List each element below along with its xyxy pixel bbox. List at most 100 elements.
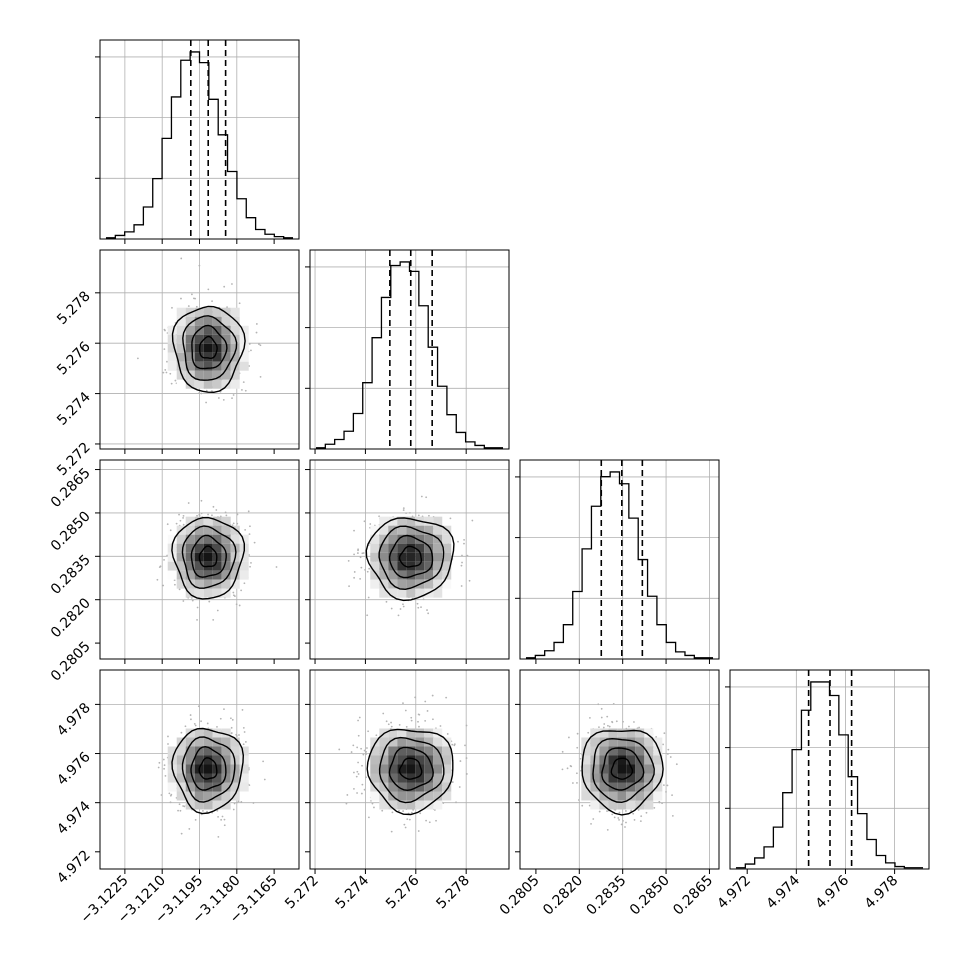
density-cell xyxy=(644,728,654,738)
scatter-point xyxy=(566,767,569,770)
density-cell xyxy=(653,782,663,792)
scatter-point xyxy=(459,760,462,762)
scatter-point xyxy=(628,725,630,728)
scatter-point xyxy=(603,723,606,725)
scatter-point xyxy=(215,509,218,511)
scatter-point xyxy=(338,748,341,751)
density-cell xyxy=(203,782,213,792)
scatter-point xyxy=(255,323,258,325)
density-cell xyxy=(599,746,609,756)
scatter-point xyxy=(200,720,202,723)
density-cell xyxy=(617,782,627,792)
scatter-point xyxy=(405,512,408,515)
density-cell xyxy=(176,773,186,783)
scatter-point xyxy=(236,513,239,516)
x-tick-label: 4.976 xyxy=(813,872,853,912)
density-cell xyxy=(221,737,231,747)
density-cell xyxy=(388,561,398,571)
x-tick-label: 4.978 xyxy=(862,873,902,913)
histogram-step xyxy=(525,471,714,659)
scatter-point xyxy=(190,718,192,721)
density-cell xyxy=(379,516,389,526)
density-cell xyxy=(397,561,407,571)
scatter-point xyxy=(224,511,227,514)
scatter-point xyxy=(220,818,223,821)
scatter-point xyxy=(364,568,366,571)
scatter-point xyxy=(170,793,173,796)
density-cell xyxy=(185,737,195,747)
density-cell xyxy=(167,352,177,362)
x-tick-label: 5.276 xyxy=(383,872,423,912)
scatter-point xyxy=(191,599,194,602)
scatter-point xyxy=(597,703,600,706)
density-cell xyxy=(212,746,222,756)
scatter-point xyxy=(217,397,220,399)
scatter-point xyxy=(606,828,609,831)
density-cell xyxy=(442,746,452,756)
density-cell xyxy=(239,755,249,765)
density-cell xyxy=(370,579,380,589)
scatter-point xyxy=(232,808,235,811)
density-cell xyxy=(167,534,177,544)
scatter-point xyxy=(180,257,183,260)
axes-frame xyxy=(99,669,300,870)
density-cell xyxy=(653,737,663,747)
density-cell xyxy=(388,737,398,747)
scatter-point xyxy=(234,595,236,597)
scatter-point xyxy=(365,750,368,753)
scatter-point xyxy=(371,802,374,805)
scatter-point xyxy=(424,719,427,722)
density-cell xyxy=(626,764,636,774)
scatter-point xyxy=(356,792,358,794)
scatter-point xyxy=(249,525,251,528)
scatter-point xyxy=(451,743,454,746)
scatter-point xyxy=(402,507,405,510)
density-cell xyxy=(221,534,231,544)
scatter-point xyxy=(193,722,196,725)
scatter-point xyxy=(666,753,669,755)
density-cell xyxy=(230,307,240,317)
histogram-panel-0 xyxy=(95,39,300,244)
histogram-step xyxy=(105,51,294,239)
scatter-point xyxy=(163,558,165,561)
density-cell xyxy=(370,755,380,765)
scatter-point xyxy=(205,389,208,392)
scatter-point xyxy=(353,787,355,790)
scatter-point xyxy=(590,822,592,825)
scatter-point xyxy=(408,818,411,821)
density-cell xyxy=(203,343,213,353)
density-cell xyxy=(424,728,434,738)
density-cell xyxy=(590,782,600,792)
scatter-point xyxy=(352,744,355,747)
density-cell xyxy=(203,764,213,774)
scatter-point xyxy=(418,713,421,716)
density-cell xyxy=(442,782,452,792)
y-tick-label: 5.274 xyxy=(54,389,94,429)
density-cell xyxy=(599,728,609,738)
density-cell xyxy=(406,525,416,535)
axes-frame xyxy=(99,249,300,450)
density-cell xyxy=(379,561,389,571)
scatter-point xyxy=(233,802,236,805)
density-cell xyxy=(379,791,389,801)
scatter-point xyxy=(208,600,211,603)
scatter-point xyxy=(232,394,235,396)
scatter-point xyxy=(184,725,187,728)
scatter-point xyxy=(432,718,434,721)
density-cell xyxy=(212,316,222,326)
histogram-panel-3 xyxy=(725,669,930,874)
density-cell xyxy=(221,525,231,535)
density-cell xyxy=(370,791,380,801)
density-cell xyxy=(406,552,416,562)
density-cell xyxy=(194,516,204,526)
density-cell xyxy=(176,791,186,801)
density-cell xyxy=(370,534,380,544)
scatter-point xyxy=(363,788,366,791)
density-cell xyxy=(239,782,249,792)
density-cell xyxy=(212,800,222,810)
density-cell xyxy=(581,773,591,783)
contour-line xyxy=(601,747,645,791)
scatter-panel-2-0 xyxy=(95,459,300,664)
scatter-point xyxy=(426,710,429,712)
scatter-point xyxy=(611,720,613,723)
